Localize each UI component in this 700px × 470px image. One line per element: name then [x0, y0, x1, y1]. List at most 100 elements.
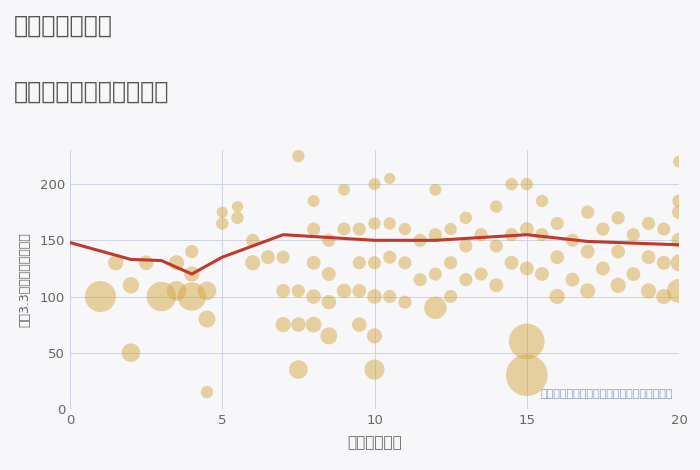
- Point: [125, 282, 136, 289]
- Point: [673, 236, 685, 244]
- Point: [582, 209, 594, 216]
- Point: [308, 259, 319, 266]
- Point: [552, 253, 563, 261]
- Point: [323, 236, 335, 244]
- Point: [673, 287, 685, 295]
- X-axis label: 駅距離（分）: 駅距離（分）: [347, 435, 402, 450]
- Point: [217, 209, 228, 216]
- Point: [399, 225, 410, 233]
- Point: [658, 225, 669, 233]
- Point: [643, 287, 655, 295]
- Point: [582, 248, 594, 255]
- Point: [354, 259, 365, 266]
- Point: [308, 321, 319, 329]
- Point: [399, 298, 410, 306]
- Point: [506, 231, 517, 238]
- Point: [323, 270, 335, 278]
- Point: [369, 366, 380, 373]
- Point: [673, 259, 685, 266]
- Point: [262, 253, 274, 261]
- Point: [552, 293, 563, 300]
- Point: [552, 219, 563, 227]
- Point: [202, 388, 213, 396]
- Point: [308, 225, 319, 233]
- Point: [125, 349, 136, 356]
- Point: [354, 225, 365, 233]
- Point: [491, 282, 502, 289]
- Point: [186, 248, 197, 255]
- Point: [582, 287, 594, 295]
- Point: [339, 186, 350, 194]
- Y-axis label: 坪（3.3㎡）単価（万円）: 坪（3.3㎡）単価（万円）: [18, 232, 32, 327]
- Point: [567, 276, 578, 283]
- Point: [247, 259, 258, 266]
- Point: [369, 332, 380, 340]
- Point: [293, 287, 304, 295]
- Point: [171, 287, 182, 295]
- Point: [110, 259, 121, 266]
- Point: [293, 366, 304, 373]
- Point: [156, 293, 167, 300]
- Text: 駅距離別中古戸建て価格: 駅距離別中古戸建て価格: [14, 80, 169, 104]
- Point: [521, 225, 532, 233]
- Point: [369, 259, 380, 266]
- Point: [293, 152, 304, 160]
- Point: [612, 282, 624, 289]
- Point: [384, 219, 395, 227]
- Point: [658, 259, 669, 266]
- Point: [232, 214, 243, 221]
- Point: [339, 225, 350, 233]
- Text: 円の大きさは、取引のあった物件面積を示す: 円の大きさは、取引のあった物件面積を示す: [540, 389, 673, 399]
- Point: [445, 259, 456, 266]
- Point: [202, 315, 213, 323]
- Point: [369, 180, 380, 188]
- Point: [323, 332, 335, 340]
- Point: [430, 304, 441, 312]
- Point: [232, 203, 243, 211]
- Point: [384, 175, 395, 182]
- Point: [369, 293, 380, 300]
- Point: [536, 231, 547, 238]
- Point: [567, 236, 578, 244]
- Point: [445, 225, 456, 233]
- Point: [414, 236, 426, 244]
- Point: [673, 158, 685, 165]
- Point: [171, 259, 182, 266]
- Point: [521, 265, 532, 272]
- Text: 東京都金町駅の: 東京都金町駅の: [14, 14, 113, 38]
- Point: [673, 209, 685, 216]
- Point: [293, 321, 304, 329]
- Point: [461, 214, 472, 221]
- Point: [414, 276, 426, 283]
- Point: [506, 259, 517, 266]
- Point: [308, 293, 319, 300]
- Point: [612, 214, 624, 221]
- Point: [673, 197, 685, 205]
- Point: [186, 270, 197, 278]
- Point: [277, 253, 289, 261]
- Point: [399, 259, 410, 266]
- Point: [597, 225, 608, 233]
- Point: [628, 231, 639, 238]
- Point: [354, 321, 365, 329]
- Point: [521, 338, 532, 345]
- Point: [475, 231, 486, 238]
- Point: [628, 270, 639, 278]
- Point: [521, 371, 532, 379]
- Point: [658, 293, 669, 300]
- Point: [430, 231, 441, 238]
- Point: [536, 270, 547, 278]
- Point: [475, 270, 486, 278]
- Point: [536, 197, 547, 205]
- Point: [384, 253, 395, 261]
- Point: [461, 276, 472, 283]
- Point: [384, 293, 395, 300]
- Point: [521, 180, 532, 188]
- Point: [202, 287, 213, 295]
- Point: [247, 236, 258, 244]
- Point: [430, 186, 441, 194]
- Point: [643, 253, 655, 261]
- Point: [430, 270, 441, 278]
- Point: [277, 321, 289, 329]
- Point: [491, 203, 502, 211]
